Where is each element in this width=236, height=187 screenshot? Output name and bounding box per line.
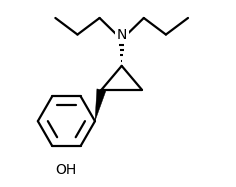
Text: N: N [117, 27, 127, 42]
Text: OH: OH [55, 163, 76, 177]
Polygon shape [95, 89, 106, 121]
